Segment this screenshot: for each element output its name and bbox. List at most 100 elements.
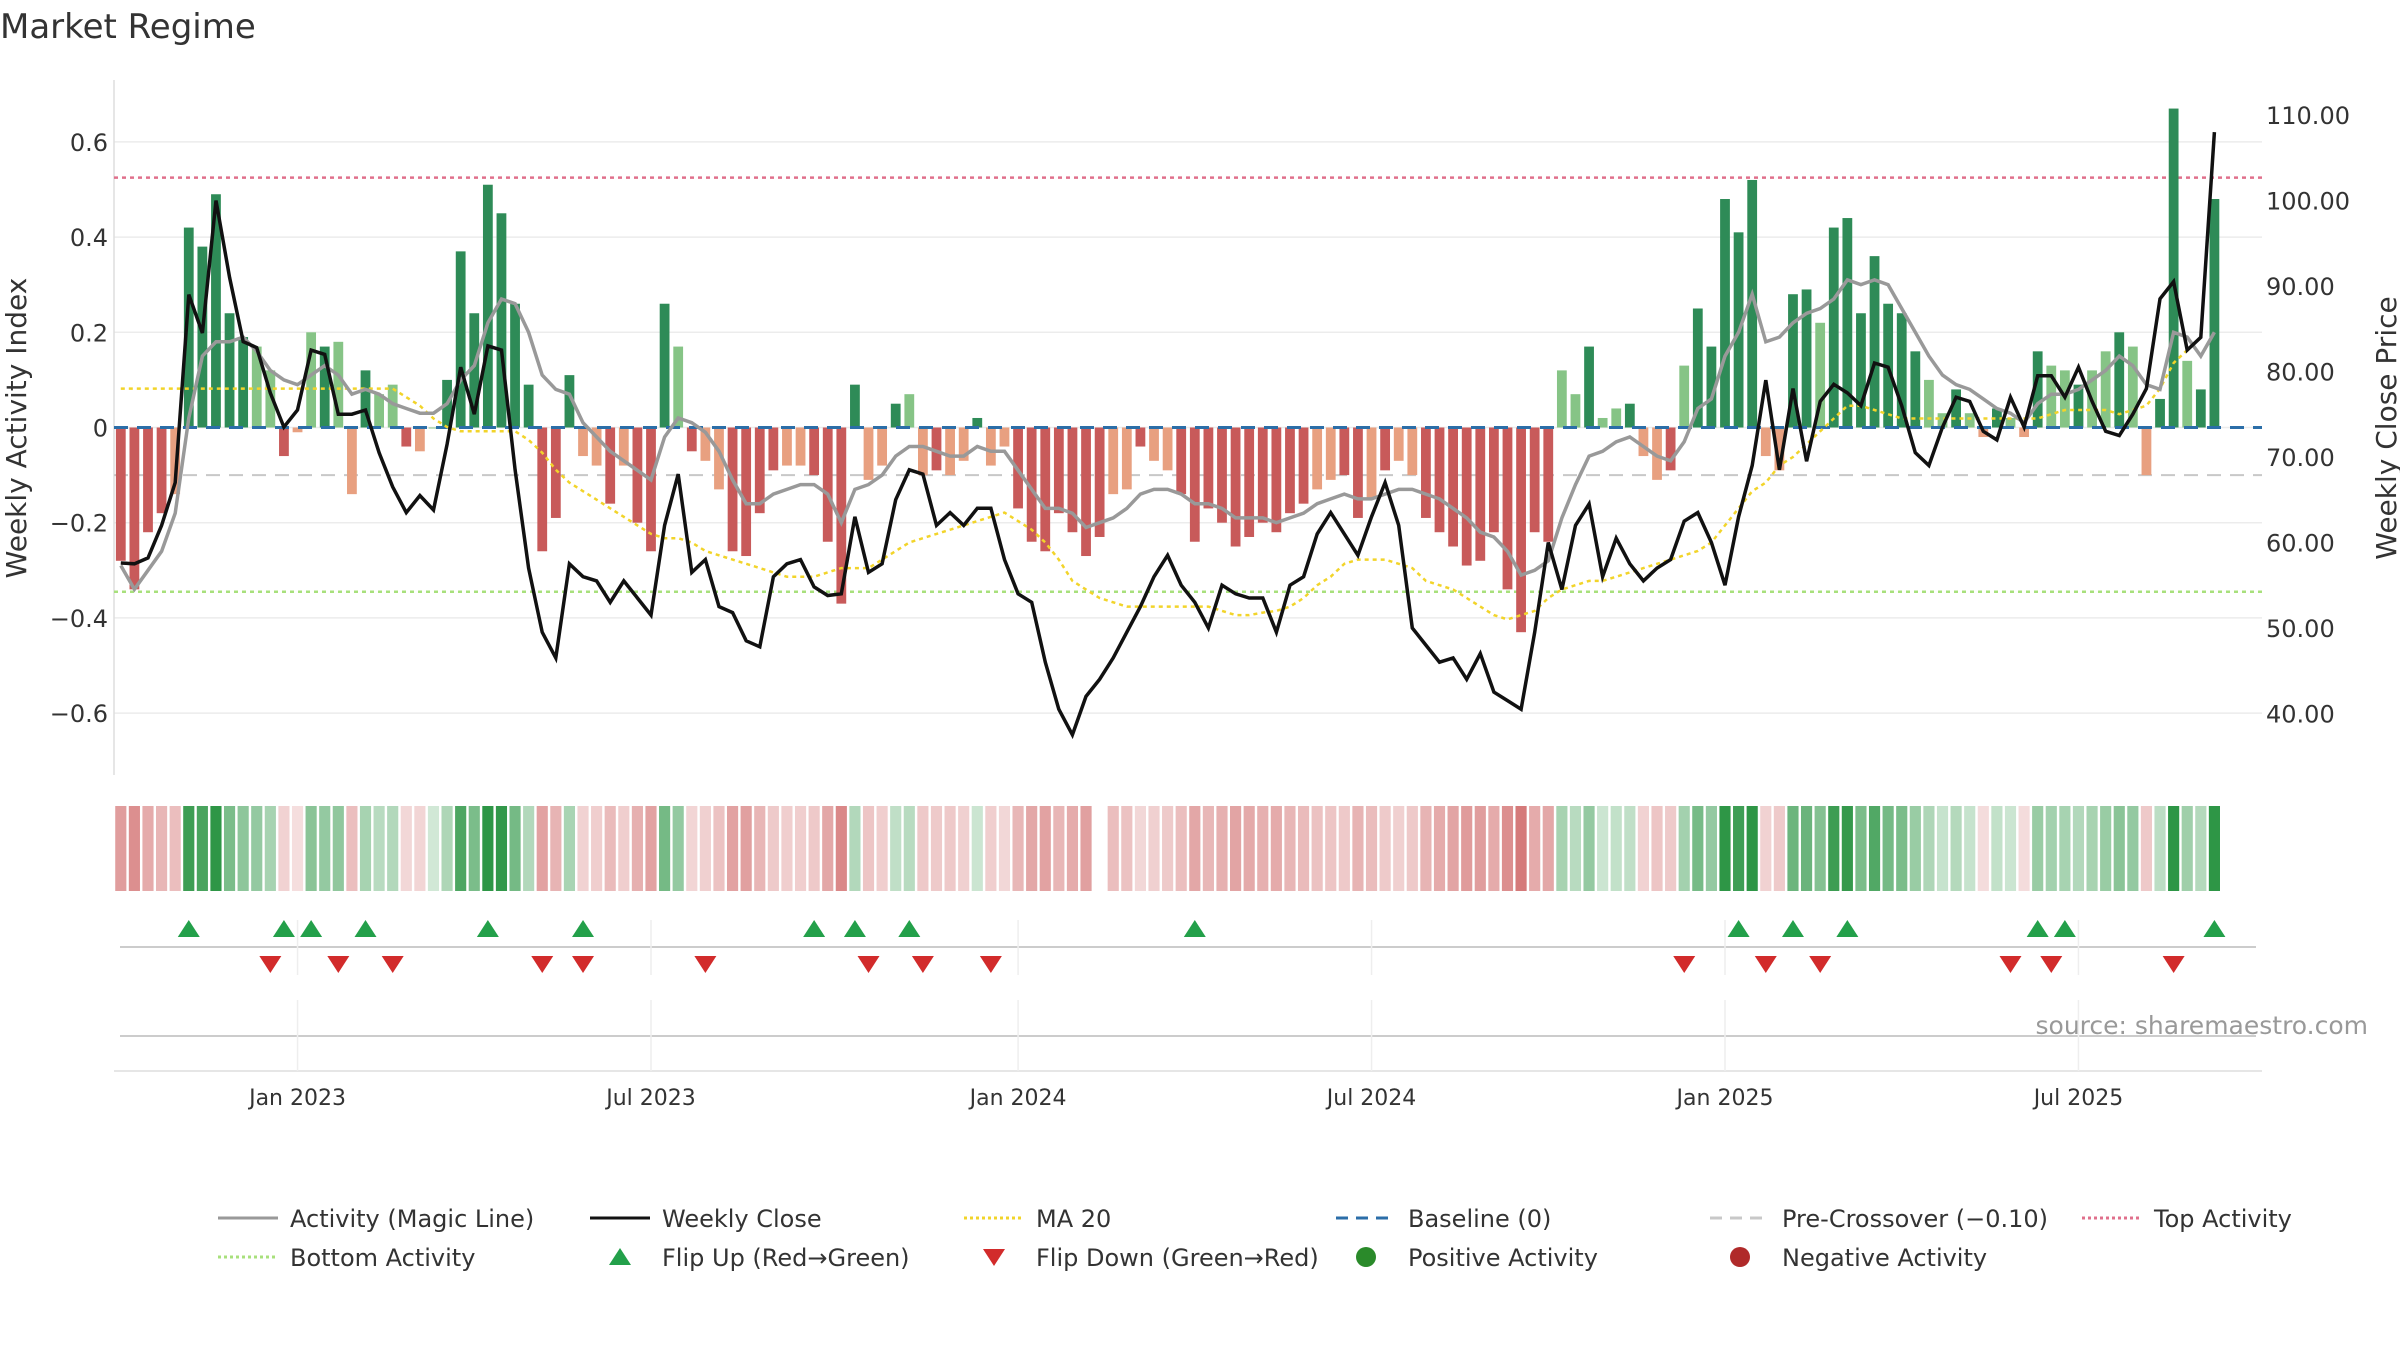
regime-cell: [1148, 806, 1160, 891]
activity-bar: [279, 427, 289, 457]
activity-bar: [1325, 427, 1336, 480]
activity-bar: [686, 427, 697, 452]
activity-bar: [1692, 308, 1703, 428]
ma20-line: [120, 349, 2189, 621]
activity-bar: [1257, 427, 1268, 523]
regime-cell: [1501, 806, 1514, 891]
regime-cell: [971, 806, 983, 891]
regime-cell: [1719, 806, 1731, 891]
regime-cell: [237, 806, 249, 891]
flip-up-triangle: [803, 920, 826, 937]
activity-bar: [1217, 427, 1227, 523]
regime-cell: [142, 806, 154, 891]
activity-bar: [1529, 427, 1540, 533]
y-left-tick-label: 0: [93, 415, 108, 443]
regime-cell: [998, 806, 1011, 891]
regime-cell: [1433, 806, 1446, 891]
x-tick-label: Jul 2023: [604, 1086, 696, 1111]
regime-cell: [1325, 806, 1337, 891]
activity-bar: [1353, 427, 1363, 518]
activity-bar: [578, 427, 588, 457]
flip-down-triangle: [694, 956, 717, 973]
regime-cell: [264, 806, 276, 891]
legend-item: Weekly Close: [590, 1205, 822, 1233]
regime-cell: [1746, 806, 1758, 891]
activity-bar: [1434, 427, 1445, 533]
activity-bar: [1475, 427, 1486, 561]
activity-bar: [1461, 427, 1472, 566]
regime-cell: [359, 806, 372, 891]
regime-cell: [1257, 806, 1269, 891]
activity-bar: [1094, 427, 1105, 537]
activity-bar: [890, 403, 901, 428]
activity-bar: [958, 427, 969, 461]
activity-bar: [2073, 384, 2084, 428]
regime-cell: [319, 806, 331, 891]
flip-up-markers: [177, 920, 2226, 937]
regime-cell: [686, 806, 698, 891]
legend-item: Flip Up (Red→Green): [609, 1244, 910, 1272]
activity-bar: [1135, 427, 1146, 447]
legend-item: Baseline (0): [1336, 1205, 1551, 1233]
regime-cell: [726, 806, 739, 891]
regime-cell: [1230, 806, 1242, 891]
regime-cell: [2072, 806, 2085, 891]
regime-cell: [2168, 806, 2180, 891]
weekly-close-line: [120, 131, 2217, 740]
activity-bar: [659, 303, 670, 428]
activity-bar: [414, 427, 425, 452]
regime-cell: [672, 806, 684, 891]
legend-item: Top Activity: [2082, 1205, 2292, 1233]
activity-bar: [1312, 427, 1323, 490]
activity-bar: [1624, 403, 1635, 428]
regime-cell: [183, 806, 195, 891]
activity-bar: [1964, 413, 1975, 428]
regime-cell: [1202, 806, 1214, 891]
regime-cell: [1610, 806, 1622, 891]
activity-bar: [1271, 427, 1282, 533]
flip-up-triangle: [2053, 920, 2076, 937]
regime-cell: [876, 806, 888, 891]
activity-bar: [1189, 427, 1200, 542]
activity-bar: [265, 370, 276, 428]
regime-cell: [223, 806, 236, 891]
regime-cell: [2127, 806, 2139, 891]
regime-cell: [2113, 806, 2125, 891]
activity-bar: [741, 427, 752, 557]
activity-bar: [754, 427, 765, 514]
regime-cell: [1284, 806, 1296, 891]
regime-cell: [2100, 806, 2112, 891]
y-left-tick-label: 0.6: [70, 129, 108, 157]
activity-bar: [1611, 408, 1622, 428]
regime-cell: [577, 806, 589, 891]
regime-cell: [563, 806, 576, 891]
regime-cell: [754, 806, 766, 891]
regime-cell: [346, 806, 358, 891]
activity-bar: [809, 427, 820, 476]
activity-bar: [1869, 256, 1880, 428]
regime-cell: [1964, 806, 1976, 891]
activity-bar: [2100, 351, 2111, 428]
activity-bar: [1720, 199, 1730, 428]
regime-cell: [1039, 806, 1051, 891]
activity-bar: [1801, 289, 1812, 428]
flip-down-triangle: [2162, 956, 2185, 973]
flip-down-triangle: [1809, 956, 1832, 973]
regime-cell: [2181, 806, 2193, 891]
y-left-tick-label: −0.6: [50, 700, 108, 728]
y-right-tick-label: 100.00: [2266, 188, 2350, 216]
activity-bar: [1149, 427, 1159, 461]
activity-bar: [2168, 108, 2179, 428]
regime-cell: [1597, 806, 1609, 891]
regime-cell: [128, 806, 140, 891]
activity-bar: [727, 427, 738, 552]
activity-bar: [1285, 427, 1295, 514]
regime-cell: [1529, 806, 1541, 891]
activity-bar: [877, 427, 888, 466]
regime-cell: [1066, 806, 1079, 891]
regime-cell: [1950, 806, 1962, 891]
activity-bar: [1081, 427, 1091, 557]
y-left-tick-label: −0.2: [50, 510, 108, 538]
regime-cell: [536, 806, 548, 891]
y-left-tick-label: 0.4: [70, 224, 108, 252]
